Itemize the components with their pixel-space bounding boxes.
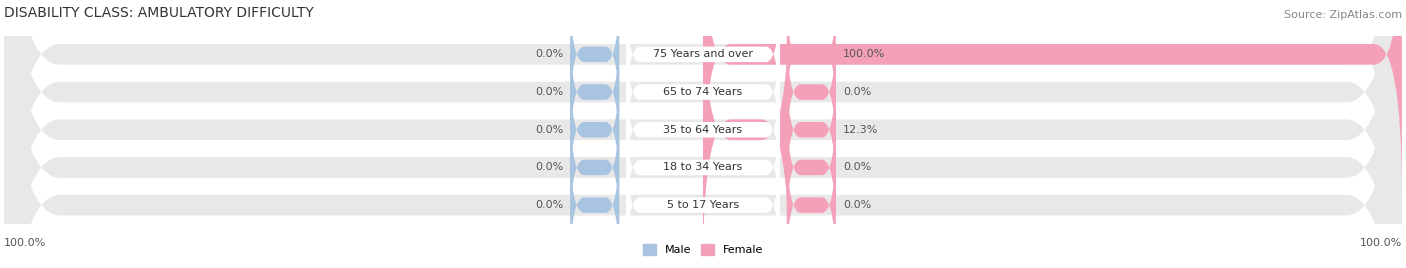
Text: 18 to 34 Years: 18 to 34 Years <box>664 162 742 172</box>
FancyBboxPatch shape <box>4 0 1402 268</box>
FancyBboxPatch shape <box>787 0 835 122</box>
Text: 0.0%: 0.0% <box>536 162 564 172</box>
Text: Source: ZipAtlas.com: Source: ZipAtlas.com <box>1284 10 1402 20</box>
Text: 100.0%: 100.0% <box>4 238 46 248</box>
Text: DISABILITY CLASS: AMBULATORY DIFFICULTY: DISABILITY CLASS: AMBULATORY DIFFICULTY <box>4 6 314 20</box>
FancyBboxPatch shape <box>703 0 1402 195</box>
FancyBboxPatch shape <box>571 24 619 160</box>
Text: 0.0%: 0.0% <box>536 87 564 97</box>
Text: 35 to 64 Years: 35 to 64 Years <box>664 125 742 135</box>
FancyBboxPatch shape <box>787 62 835 197</box>
FancyBboxPatch shape <box>626 100 780 235</box>
FancyBboxPatch shape <box>787 137 835 268</box>
FancyBboxPatch shape <box>4 0 1402 268</box>
Text: 12.3%: 12.3% <box>842 125 879 135</box>
FancyBboxPatch shape <box>787 100 835 235</box>
Text: 0.0%: 0.0% <box>536 49 564 59</box>
Text: 0.0%: 0.0% <box>536 200 564 210</box>
Text: 0.0%: 0.0% <box>842 200 870 210</box>
FancyBboxPatch shape <box>571 137 619 268</box>
FancyBboxPatch shape <box>626 24 780 160</box>
FancyBboxPatch shape <box>787 24 835 160</box>
FancyBboxPatch shape <box>571 0 619 122</box>
FancyBboxPatch shape <box>4 0 1402 268</box>
FancyBboxPatch shape <box>571 100 619 235</box>
Text: 75 Years and over: 75 Years and over <box>652 49 754 59</box>
FancyBboxPatch shape <box>4 0 1402 268</box>
Text: 5 to 17 Years: 5 to 17 Years <box>666 200 740 210</box>
FancyBboxPatch shape <box>703 0 789 268</box>
Text: 0.0%: 0.0% <box>842 162 870 172</box>
Text: 100.0%: 100.0% <box>1360 238 1402 248</box>
FancyBboxPatch shape <box>571 62 619 197</box>
Legend: Male, Female: Male, Female <box>638 240 768 260</box>
Text: 0.0%: 0.0% <box>842 87 870 97</box>
Text: 0.0%: 0.0% <box>536 125 564 135</box>
FancyBboxPatch shape <box>4 0 1402 268</box>
FancyBboxPatch shape <box>626 62 780 197</box>
FancyBboxPatch shape <box>626 137 780 268</box>
Text: 65 to 74 Years: 65 to 74 Years <box>664 87 742 97</box>
Text: 100.0%: 100.0% <box>842 49 884 59</box>
FancyBboxPatch shape <box>626 0 780 122</box>
